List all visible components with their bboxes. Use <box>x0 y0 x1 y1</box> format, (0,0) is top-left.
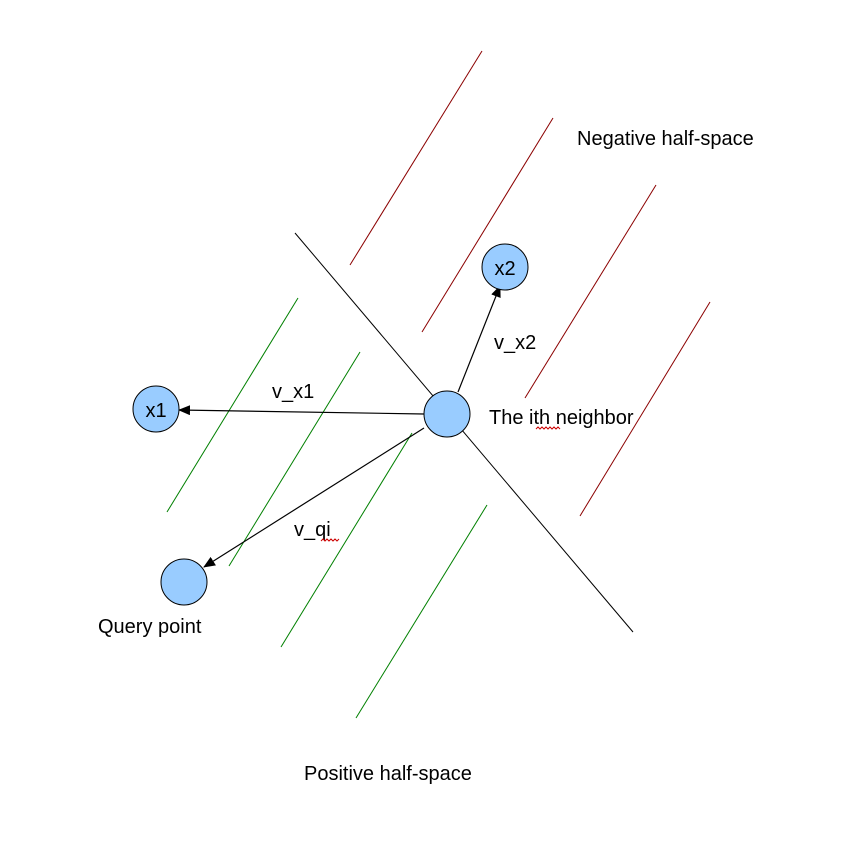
positive-hatch-line <box>355 504 488 719</box>
positive-half-space-label: Positive half-space <box>304 763 472 785</box>
negative-hatch-line <box>579 301 711 517</box>
v-qi-label: v_qi <box>294 519 331 541</box>
positive-hatch-line <box>228 351 361 567</box>
x2-label: x2 <box>494 258 515 280</box>
x1-point <box>132 385 180 433</box>
vector-v-x1 <box>178 405 425 416</box>
x1-label: x1 <box>145 400 166 422</box>
spellcheck-underline <box>535 426 561 430</box>
negative-hatch-line <box>421 117 554 333</box>
v-x1-label: v_x1 <box>272 381 314 403</box>
x2-point <box>481 243 529 291</box>
vector-v-x2 <box>457 285 501 393</box>
v-x2-label: v_x2 <box>494 332 536 354</box>
negative-hatch-line <box>524 184 657 399</box>
ith-neighbor-label: The ith neighbor <box>489 407 634 429</box>
query-point <box>160 558 208 606</box>
negative-hatch-line <box>349 50 483 266</box>
negative-half-space-hatching <box>349 50 711 517</box>
ith-neighbor-point <box>423 390 471 438</box>
query-point-label: Query point <box>98 616 202 638</box>
hyperplane-boundary <box>294 232 634 633</box>
vector-v-qi <box>203 427 425 568</box>
positive-hatch-line <box>280 432 413 648</box>
positive-hatch-line <box>166 297 299 513</box>
positive-half-space-hatching <box>166 297 488 719</box>
negative-half-space-label: Negative half-space <box>577 128 754 150</box>
spellcheck-underline <box>320 538 340 542</box>
